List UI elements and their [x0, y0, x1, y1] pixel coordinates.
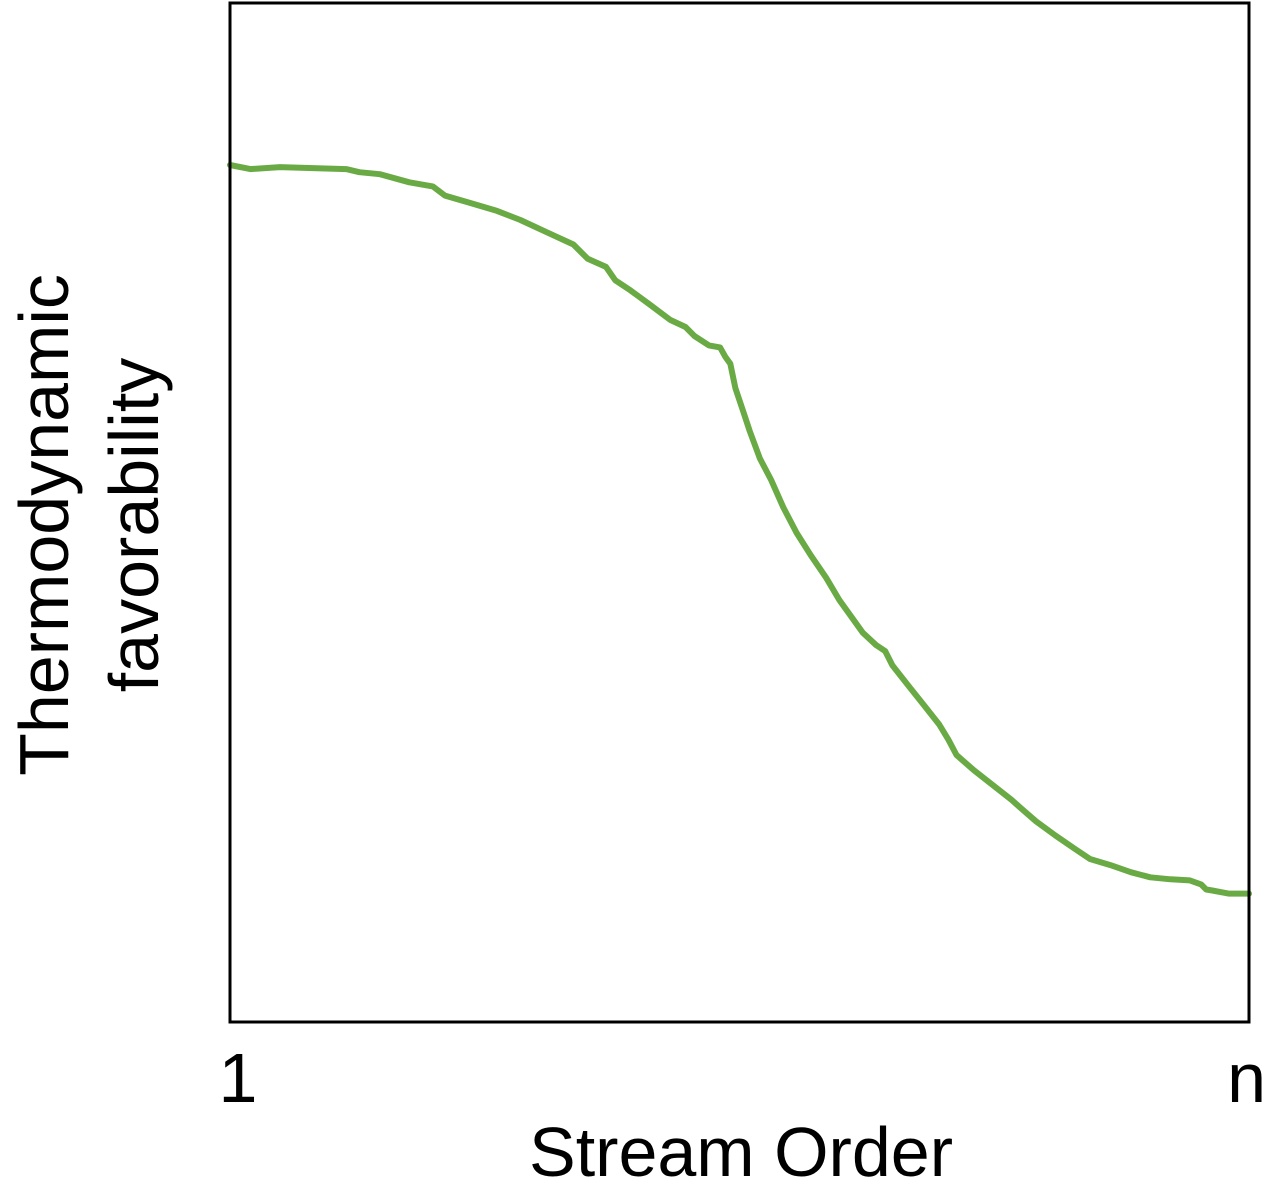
y-axis-label: Thermodynamic favorability: [5, 274, 173, 776]
y-axis-label-line-1: Thermodynamic: [5, 274, 83, 776]
x-tick-label-0: 1: [219, 1039, 258, 1117]
x-tick-label-1: n: [1227, 1039, 1266, 1117]
y-axis-label-line-2: favorability: [95, 358, 173, 693]
x-axis-label: Stream Order: [529, 1113, 953, 1191]
series-line: [227, 162, 1252, 897]
plot-frame: [228, 1, 1251, 1024]
